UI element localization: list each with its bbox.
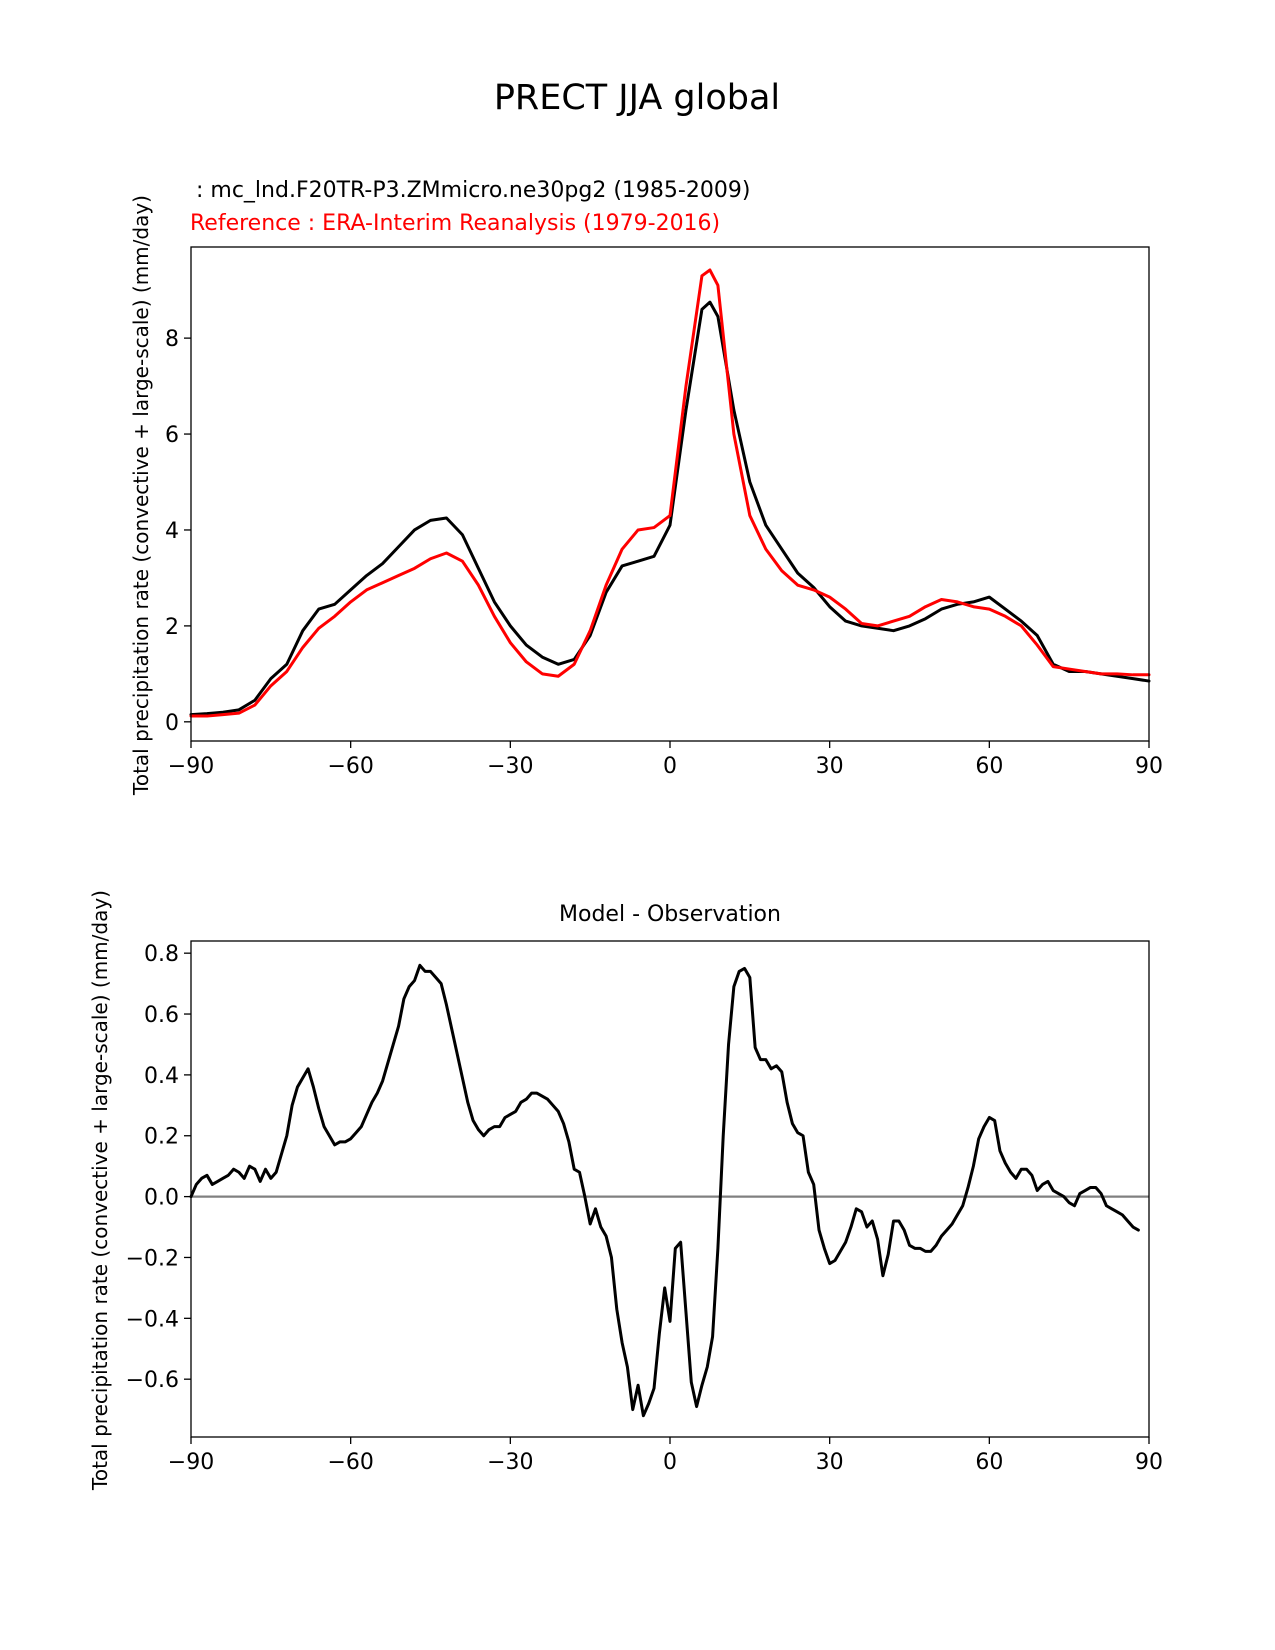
bottom-ytick-label: 0.8: [144, 942, 179, 967]
top-xtick-label: 30: [816, 754, 844, 779]
bottom-xtick-label: 30: [816, 1450, 844, 1475]
top-xtick-label: −30: [487, 754, 533, 779]
bottom-ytick-label: 0.0: [144, 1186, 179, 1211]
top-ytick-label: 6: [165, 423, 179, 448]
top-panel: : mc_lnd.F20TR-P3.ZMmicro.ne30pg2 (1985-…: [129, 178, 1163, 796]
figure-title: PRECT JJA global: [494, 78, 780, 118]
bottom-xtick-label: 90: [1135, 1450, 1163, 1475]
bottom-ytick-label: −0.2: [126, 1246, 179, 1271]
bottom-xtick-label: −90: [168, 1450, 214, 1475]
top-xtick-label: −90: [168, 754, 214, 779]
top-ytick-label: 0: [165, 711, 179, 736]
reference-label: Reference : ERA-Interim Reanalysis (1979…: [190, 211, 720, 236]
top-xtick-label: 90: [1135, 754, 1163, 779]
bottom-xtick-label: −60: [327, 1450, 373, 1475]
test-label: : mc_lnd.F20TR-P3.ZMmicro.ne30pg2 (1985-…: [189, 178, 750, 203]
bottom-ytick-label: 0.4: [144, 1064, 179, 1089]
bottom-ytick-label: 0.2: [144, 1125, 179, 1150]
top-ytick-label: 8: [165, 327, 179, 352]
top-xtick-label: −60: [327, 754, 373, 779]
bottom-xtick-label: 60: [975, 1450, 1003, 1475]
top-ylabel: Total precipitation rate (convective + l…: [129, 195, 153, 796]
top-ytick-label: 4: [165, 519, 179, 544]
top-xtick-label: 0: [663, 754, 677, 779]
bottom-ytick-label: 0.6: [144, 1003, 179, 1028]
top-series-test-line: [189, 300, 1151, 717]
bottom-title: Model - Observation: [559, 902, 781, 927]
top-ytick-label: 2: [165, 615, 179, 640]
top-series-reference-line: [189, 268, 1151, 718]
top-xtick-label: 60: [975, 754, 1003, 779]
bottom-ytick-label: −0.4: [126, 1307, 179, 1332]
bottom-xtick-label: −30: [487, 1450, 533, 1475]
bottom-series-difference-line: [189, 963, 1140, 1418]
bottom-ylabel: Total precipitation rate (convective + l…: [88, 890, 112, 1491]
bottom-panel: Model - Observation Total precipitation …: [88, 890, 1163, 1491]
bottom-ytick-label: −0.6: [126, 1368, 179, 1393]
bottom-xtick-label: 0: [663, 1450, 677, 1475]
